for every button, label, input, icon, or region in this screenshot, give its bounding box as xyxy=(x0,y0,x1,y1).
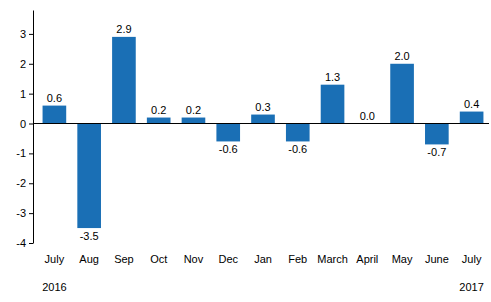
x-tick-label: Jan xyxy=(254,253,272,265)
y-tick: 2 xyxy=(20,58,33,70)
x-tick-label: April xyxy=(356,253,378,265)
bar xyxy=(390,64,414,124)
x-tick-label: May xyxy=(392,253,413,265)
bar xyxy=(216,124,240,142)
y-tick-label: -4 xyxy=(16,237,26,249)
bar xyxy=(112,37,136,124)
y-tick: 1 xyxy=(20,88,33,100)
data-label: 0.4 xyxy=(464,98,479,110)
chart: -4 -3 -2 -1 0 1 2 3 July Aug Sep Oct Nov Dec Jan Feb Mar… xyxy=(0,0,491,302)
data-label: 2.9 xyxy=(116,23,131,35)
bar xyxy=(251,115,275,124)
x-tick-label: June xyxy=(425,253,449,265)
x-tick-label: Feb xyxy=(288,253,307,265)
y-tick-label: 3 xyxy=(20,28,26,40)
y-axis-line xyxy=(33,11,34,244)
bar xyxy=(182,118,206,124)
bar xyxy=(43,106,67,124)
year-label: 2017 xyxy=(459,281,483,293)
y-tick-mark xyxy=(29,94,33,95)
bar xyxy=(147,118,171,124)
data-label: -0.7 xyxy=(427,146,446,158)
x-axis: July Aug Sep Oct Nov Dec Jan Feb March April May Ju… xyxy=(45,253,482,265)
y-tick-label: 0 xyxy=(20,118,26,130)
x-tick: March xyxy=(317,253,348,265)
y-tick-mark xyxy=(29,153,33,154)
x-tick: June xyxy=(425,253,449,265)
data-label: -0.6 xyxy=(219,143,238,155)
y-tick-label: -1 xyxy=(16,147,26,159)
y-axis: -4 -3 -2 -1 0 1 2 3 xyxy=(16,11,33,250)
y-tick-mark xyxy=(29,183,33,184)
x-tick: Nov xyxy=(184,253,204,265)
y-tick-label: -2 xyxy=(16,177,26,189)
data-labels: 0.6 -3.5 2.9 0.2 0.2 -0.6 0.3 -0.6 1.3 0.0 2.0 -0.7… xyxy=(47,23,480,242)
x-tick: Sep xyxy=(114,253,134,265)
x-tick: July xyxy=(462,253,482,265)
x-tick-label: Oct xyxy=(150,253,167,265)
y-tick-label: -3 xyxy=(16,207,26,219)
data-label: 0.3 xyxy=(255,101,270,113)
x-tick-label: Sep xyxy=(114,253,134,265)
bar xyxy=(77,124,101,229)
y-tick-mark xyxy=(29,64,33,65)
x-tick-label: Aug xyxy=(79,253,99,265)
y-tick-mark xyxy=(29,124,33,125)
data-label: 1.3 xyxy=(325,71,340,83)
bar xyxy=(460,112,484,124)
x-tick: Feb xyxy=(288,253,307,265)
bars xyxy=(43,37,484,228)
x-tick: July xyxy=(45,253,65,265)
y-tick: -2 xyxy=(16,177,33,189)
y-tick: -1 xyxy=(16,147,33,159)
y-tick-mark xyxy=(29,243,33,244)
x-tick: Jan xyxy=(254,253,272,265)
data-label: 0.2 xyxy=(151,104,166,116)
y-tick: -3 xyxy=(16,207,33,219)
x-tick: Aug xyxy=(79,253,99,265)
bar xyxy=(321,85,345,124)
bar xyxy=(425,124,449,145)
y-tick: 0 xyxy=(20,118,33,130)
x-tick-label: Dec xyxy=(218,253,238,265)
x-tick: April xyxy=(356,253,378,265)
y-tick-label: 2 xyxy=(20,58,26,70)
bar xyxy=(286,124,310,142)
year-label: 2016 xyxy=(42,281,66,293)
x-tick-label: July xyxy=(462,253,482,265)
y-tick-mark xyxy=(29,34,33,35)
x-tick-label: Nov xyxy=(184,253,204,265)
x-tick: Oct xyxy=(150,253,167,265)
x-tick-label: March xyxy=(317,253,348,265)
y-tick: 3 xyxy=(20,28,33,40)
data-label: 2.0 xyxy=(394,50,409,62)
x-tick: May xyxy=(392,253,413,265)
year-labels: 2016 2017 xyxy=(42,281,484,293)
data-label: -3.5 xyxy=(80,230,99,242)
data-label: 0.2 xyxy=(186,104,201,116)
y-tick-mark xyxy=(29,213,33,214)
x-tick: Dec xyxy=(218,253,238,265)
zero-line xyxy=(33,123,489,124)
data-label: -0.6 xyxy=(288,143,307,155)
y-tick: -4 xyxy=(16,237,33,249)
data-label: 0.6 xyxy=(47,92,62,104)
data-label: 0.0 xyxy=(360,110,375,122)
x-tick-label: July xyxy=(45,253,65,265)
y-tick-label: 1 xyxy=(20,88,26,100)
